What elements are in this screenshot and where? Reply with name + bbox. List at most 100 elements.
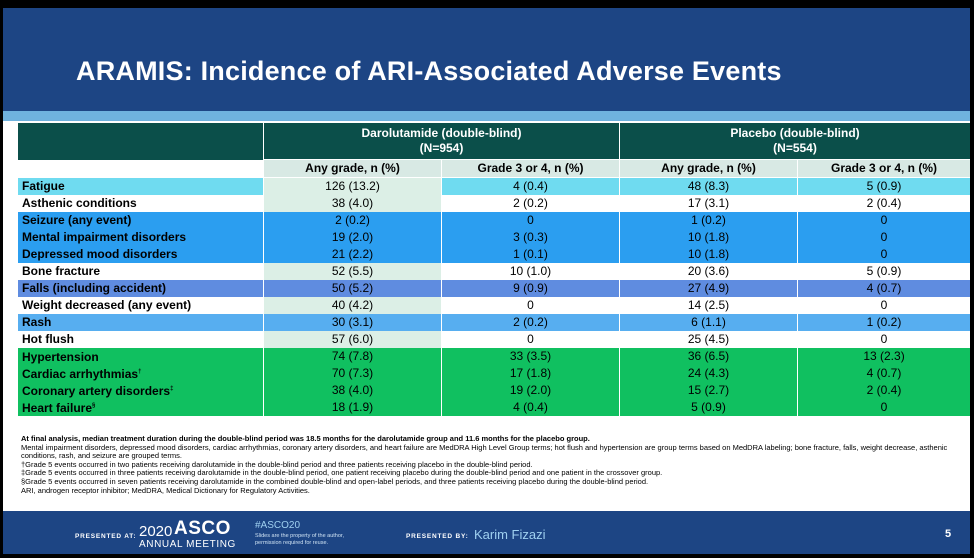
table-cell: 5 (0.9) <box>619 399 798 416</box>
table-cell: 4 (0.7) <box>796 365 970 382</box>
table-row: Bone fracture 52 (5.5) 10 (1.0) 20 (3.6)… <box>17 263 970 280</box>
table-cell: 25 (4.5) <box>619 331 798 348</box>
table-cell: 6 (1.1) <box>619 314 798 331</box>
page-number: 5 <box>945 528 952 540</box>
table-cell: 33 (3.5) <box>441 348 620 365</box>
footnote-line: ‡Grade 5 events occurred in three patien… <box>21 468 663 478</box>
row-label: Bone fracture <box>17 263 264 280</box>
table-row: Hot flush 57 (6.0) 0 25 (4.5) 0 <box>17 331 970 348</box>
row-label: Seizure (any event) <box>17 212 264 229</box>
row-label: Hot flush <box>17 331 264 348</box>
table-cell: 10 (1.0) <box>441 263 620 280</box>
table-cell: 4 (0.4) <box>441 177 620 195</box>
table-cell: 5 (0.9) <box>796 263 970 280</box>
table-cell: 126 (13.2) <box>263 177 442 195</box>
sub-header: Grade 3 or 4, n (%) <box>441 159 620 178</box>
table-cell: 4 (0.7) <box>796 280 970 297</box>
adverse-events-table: Darolutamide (double-blind) (N=954) Plac… <box>17 123 970 416</box>
footnote-marker: † <box>138 369 142 375</box>
table-cell: 20 (3.6) <box>619 263 798 280</box>
row-label: Mental impairment disorders <box>17 229 264 246</box>
row-label-text: Hypertension <box>22 350 99 364</box>
table-row: Heart failure§ 18 (1.9) 4 (0.4) 5 (0.9) … <box>17 399 970 416</box>
table-cell: 70 (7.3) <box>263 365 442 382</box>
footnote-marker: § <box>92 403 96 409</box>
table-cell: 19 (2.0) <box>441 382 620 399</box>
group-header-row: Darolutamide (double-blind) (N=954) Plac… <box>17 123 970 160</box>
table-cell: 17 (3.1) <box>619 195 798 212</box>
table-cell: 2 (0.2) <box>441 195 620 212</box>
group-name: Placebo (double-blind) <box>730 126 860 140</box>
table-cell: 0 <box>796 297 970 314</box>
sub-header-blank <box>17 159 264 178</box>
table-cell: 15 (2.7) <box>619 382 798 399</box>
row-label: Coronary artery disorders‡ <box>17 382 264 399</box>
slide-header: ARAMIS: Incidence of ARI-Associated Adve… <box>3 8 970 111</box>
group-header-blank <box>17 123 264 160</box>
presented-by-label: PRESENTED BY: <box>406 533 469 540</box>
table-cell: 0 <box>796 212 970 229</box>
table-cell: 10 (1.8) <box>619 229 798 246</box>
sub-header-row: Any grade, n (%) Grade 3 or 4, n (%) Any… <box>17 159 970 178</box>
slide-title: ARAMIS: Incidence of ARI-Associated Adve… <box>76 56 782 86</box>
table-cell: 27 (4.9) <box>619 280 798 297</box>
table-cell: 38 (4.0) <box>263 195 442 212</box>
table-cell: 21 (2.2) <box>263 246 442 263</box>
table-cell: 48 (8.3) <box>619 177 798 195</box>
table-cell: 18 (1.9) <box>263 399 442 416</box>
header-stripe <box>3 111 970 121</box>
table-row: Seizure (any event) 2 (0.2) 0 1 (0.2) 0 <box>17 212 970 229</box>
table-cell: 9 (0.9) <box>441 280 620 297</box>
table-row: Coronary artery disorders‡ 38 (4.0) 19 (… <box>17 382 970 399</box>
footnote-line: †Grade 5 events occurred in two patients… <box>21 459 533 469</box>
footnote-marker: ‡ <box>170 386 174 392</box>
group-header-darolutamide: Darolutamide (double-blind) (N=954) <box>263 123 620 160</box>
group-n: (N=954) <box>419 141 464 155</box>
table-cell: 52 (5.5) <box>263 263 442 280</box>
asco-logo: ASCO <box>174 518 231 539</box>
table-cell: 1 (0.2) <box>796 314 970 331</box>
table-cell: 0 <box>441 331 620 348</box>
footnote-line: ARI, androgen receptor inhibitor; MedDRA… <box>21 485 310 495</box>
disclaimer: Slides are the property of the author, p… <box>255 533 344 547</box>
table-cell: 1 (0.2) <box>619 212 798 229</box>
table-row: Asthenic conditions 38 (4.0) 2 (0.2) 17 … <box>17 195 970 212</box>
sub-header: Any grade, n (%) <box>263 159 442 178</box>
table-row: Fatigue 126 (13.2) 4 (0.4) 48 (8.3) 5 (0… <box>17 177 970 195</box>
table-cell: 50 (5.2) <box>263 280 442 297</box>
table-cell: 19 (2.0) <box>263 229 442 246</box>
row-label-text: Heart failure <box>22 401 93 415</box>
table-cell: 24 (4.3) <box>619 365 798 382</box>
table-cell: 57 (6.0) <box>263 331 442 348</box>
slide: ARAMIS: Incidence of ARI-Associated Adve… <box>3 8 970 554</box>
disclaimer-line: Slides are the property of the author, <box>255 533 344 539</box>
sub-header: Grade 3 or 4, n (%) <box>796 159 970 178</box>
table-cell: 4 (0.4) <box>441 399 620 416</box>
row-label: Weight decreased (any event) <box>17 297 264 314</box>
table-row: Cardiac arrhythmias† 70 (7.3) 17 (1.8) 2… <box>17 365 970 382</box>
table-cell: 0 <box>441 297 620 314</box>
group-n: (N=554) <box>773 141 817 155</box>
table-row: Falls (including accident) 50 (5.2) 9 (0… <box>17 280 970 297</box>
table-cell: 0 <box>441 212 620 229</box>
table-cell: 14 (2.5) <box>619 297 798 314</box>
disclaimer-line: permission required for reuse. <box>255 540 329 546</box>
row-label: Fatigue <box>17 177 264 195</box>
table-cell: 74 (7.8) <box>263 348 442 365</box>
table-row: Hypertension 74 (7.8) 33 (3.5) 36 (6.5) … <box>17 348 970 365</box>
row-label: Depressed mood disorders <box>17 246 264 263</box>
group-header-placebo: Placebo (double-blind) (N=554) <box>618 123 970 160</box>
row-label: Asthenic conditions <box>17 195 264 212</box>
table-cell: 0 <box>796 229 970 246</box>
row-label-text: Cardiac arrhythmias <box>22 367 139 381</box>
meeting-year: 2020 <box>139 523 173 540</box>
hashtag: #ASCO20 <box>255 520 301 531</box>
table-cell: 2 (0.4) <box>796 195 970 212</box>
table-cell: 0 <box>796 246 970 263</box>
row-label: Hypertension <box>17 348 264 365</box>
table-cell: 2 (0.2) <box>441 314 620 331</box>
sub-header: Any grade, n (%) <box>619 159 798 178</box>
table-row: Weight decreased (any event) 40 (4.2) 0 … <box>17 297 970 314</box>
presented-at-label: PRESENTED AT: <box>75 533 137 540</box>
table-cell: 36 (6.5) <box>619 348 798 365</box>
